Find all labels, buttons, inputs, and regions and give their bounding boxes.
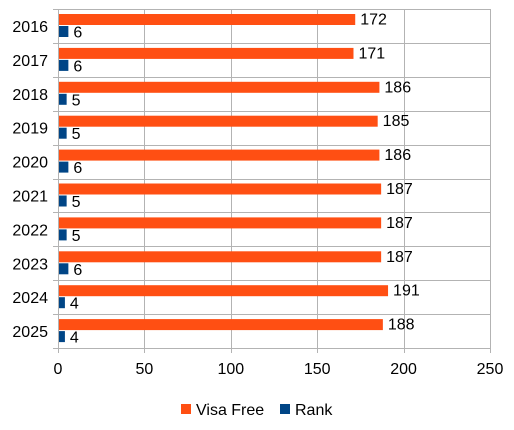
bar-rank <box>59 127 67 139</box>
data-label-rank: 5 <box>72 228 81 245</box>
data-label-visa-free: 187 <box>386 215 413 232</box>
data-label-rank: 5 <box>72 194 81 211</box>
y-category-label: 2023 <box>12 256 48 273</box>
data-label-visa-free: 191 <box>393 283 420 300</box>
bar-rank <box>59 161 69 173</box>
y-category-label: 2022 <box>12 222 48 239</box>
x-tick-label: 150 <box>304 361 331 378</box>
data-label-visa-free: 172 <box>360 12 387 29</box>
data-label-visa-free: 171 <box>358 45 385 62</box>
legend-label-visa-free: Visa Free <box>196 402 264 419</box>
plot-frame <box>58 9 491 349</box>
bar-visa-free <box>59 81 380 93</box>
bar-visa-free <box>59 251 382 263</box>
bar-visa-free <box>59 115 378 127</box>
bar-rank <box>59 297 65 309</box>
y-category-label: 2019 <box>12 121 48 138</box>
data-label-rank: 6 <box>73 58 82 75</box>
bar-rank <box>59 195 67 207</box>
legend-swatch-rank <box>280 404 290 414</box>
legend-label-rank: Rank <box>295 402 333 419</box>
data-label-visa-free: 185 <box>383 113 410 130</box>
x-tick-label: 200 <box>390 361 417 378</box>
data-label-visa-free: 186 <box>384 147 411 164</box>
bar-rank <box>59 263 69 275</box>
data-label-visa-free: 187 <box>386 249 413 266</box>
x-tick-label: 100 <box>217 361 244 378</box>
bar-visa-free <box>59 319 383 331</box>
data-label-rank: 5 <box>72 126 81 143</box>
bar-visa-free <box>59 149 380 161</box>
data-label-visa-free: 187 <box>386 181 413 198</box>
data-label-rank: 5 <box>72 92 81 109</box>
x-tick-label: 50 <box>136 361 154 378</box>
x-tick-label: 250 <box>477 361 504 378</box>
y-category-label: 2018 <box>12 87 48 104</box>
bar-rank <box>59 26 69 37</box>
bar-visa-free <box>59 217 382 229</box>
axes: 0 50 100 150 200 250 2016 2017 2018 2019 2020 2021 2… <box>12 9 504 378</box>
data-label-rank: 4 <box>70 330 79 347</box>
legend-swatch-visa-free <box>181 404 191 414</box>
legend: Visa Free Rank <box>181 402 333 419</box>
data-label-rank: 4 <box>70 296 79 313</box>
bar-visa-free <box>59 183 382 195</box>
bar-visa-free <box>59 14 356 25</box>
data-labels: 172 6 171 6 186 5 185 5 186 6 187 5 187 5 187 6 191 4 188 4 <box>70 12 420 347</box>
bar-rank <box>59 93 67 105</box>
bar-rank <box>59 331 65 343</box>
y-category-label: 2017 <box>12 53 48 70</box>
y-category-label: 2020 <box>12 155 48 172</box>
y-category-label: 2016 <box>12 19 48 36</box>
data-label-visa-free: 188 <box>388 317 415 334</box>
x-tick-label: 0 <box>54 361 63 378</box>
y-category-label: 2021 <box>12 188 48 205</box>
data-label-rank: 6 <box>73 262 82 279</box>
data-label-rank: 6 <box>73 160 82 177</box>
y-category-label: 2025 <box>12 324 48 341</box>
grid-lines <box>58 9 491 349</box>
bar-visa-free <box>59 47 354 59</box>
bar-rank <box>59 59 69 71</box>
bar-rank <box>59 229 67 241</box>
bar-visa-free <box>59 285 389 297</box>
bars <box>59 14 389 343</box>
data-label-visa-free: 186 <box>384 79 411 96</box>
y-category-label: 2024 <box>12 290 48 307</box>
data-label-rank: 6 <box>73 25 82 42</box>
